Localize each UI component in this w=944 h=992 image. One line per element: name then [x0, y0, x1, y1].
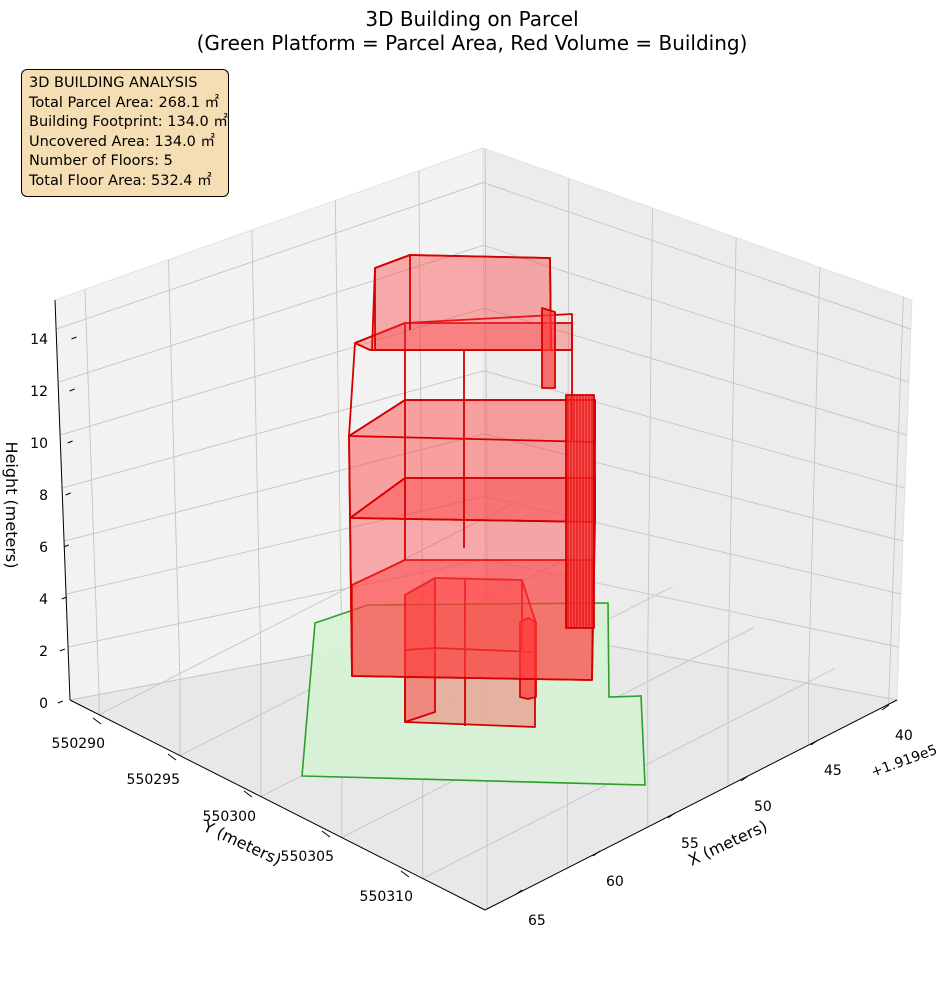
x-tick-mark: [514, 889, 523, 896]
y-floor-line: [98, 504, 512, 716]
info-box-line: Number of Floors: 5: [29, 153, 173, 170]
x-grid-line: [888, 296, 904, 699]
info-box-line: Total Parcel Area: 268.1 ㎡: [29, 94, 220, 111]
z-tick-mark: [59, 648, 66, 652]
x-grid-line: [484, 148, 488, 623]
z-tick-label: 2: [39, 644, 48, 660]
building-face: [374, 254, 552, 351]
x-tick-label: 50: [754, 799, 772, 815]
x-tick-label: 60: [606, 874, 624, 890]
y-grid-line: [84, 289, 100, 695]
z-grid-line: [63, 433, 904, 542]
x-grid-line: [647, 208, 653, 653]
parcel-platform: [301, 602, 646, 786]
z-tick-label: 0: [39, 696, 48, 712]
x-tick-mark: [592, 850, 601, 857]
building-edge: [348, 435, 353, 677]
building-volume: [348, 254, 596, 728]
z-tick-label: 14: [30, 332, 48, 348]
y-grid-line: [251, 230, 262, 665]
z-tick-mark: [67, 440, 73, 444]
y-grid-line: [418, 170, 424, 634]
building-edge: [404, 647, 536, 653]
y-tick-labels: 550290 550295 550300 550305 550310: [52, 717, 413, 905]
x-tick-mark: [881, 704, 890, 711]
z-tick-label: 8: [39, 488, 48, 504]
y-tick-label: 550300: [203, 809, 256, 825]
info-box-line: Building Footprint: 134.0 ㎡: [29, 114, 228, 131]
x-tick-label: 65: [528, 913, 546, 929]
z-tick-mark: [61, 596, 67, 600]
y-axis-line: [69, 699, 486, 911]
building-edge: [348, 399, 596, 443]
z-tick-label: 10: [30, 436, 48, 452]
building-face: [404, 577, 436, 723]
chart-subtitle: (Green Platform = Parcel Area, Red Volum…: [197, 31, 748, 55]
y-tick-mark: [243, 790, 253, 798]
z-grid-line: [57, 244, 910, 383]
z-tick-label: 12: [30, 384, 48, 400]
y-tick-label: 550305: [281, 849, 334, 865]
info-box: 3D BUILDING ANALYSIS Total Parcel Area: …: [21, 69, 229, 197]
x-grid-line: [807, 267, 821, 684]
x-tick-mark: [810, 739, 819, 746]
info-box-title: 3D BUILDING ANALYSIS: [29, 75, 198, 91]
x-grid-line: [727, 237, 737, 669]
axis-lines: [54, 299, 898, 911]
building-edge: [348, 342, 356, 437]
z-grid-line: [65, 495, 902, 595]
z-axis-line: [54, 299, 71, 701]
z-tick-mark: [63, 544, 69, 548]
y-tick-label: 550290: [52, 736, 105, 752]
x-tick-mark: [740, 775, 749, 782]
y-tick-mark: [167, 753, 177, 761]
x-tick-mark: [667, 812, 676, 819]
y-tick-label: 550295: [127, 772, 180, 788]
z-tick-mark: [71, 336, 77, 340]
building-edge: [349, 477, 596, 523]
info-box-line: Total Floor Area: 532.4 ㎡: [29, 172, 212, 189]
z-grid-line: [61, 370, 906, 489]
y-tick-mark: [92, 717, 102, 725]
z-tick-mark: [65, 492, 71, 496]
building-edge: [354, 313, 573, 440]
x-offset-label: +1.919e5: [869, 742, 940, 781]
x-tick-label: 55: [681, 836, 699, 852]
chart-title: 3D Building on Parcel: [365, 7, 578, 31]
y-tick-mark: [400, 870, 410, 878]
z-tick-mark: [69, 388, 75, 392]
z-tick-label: 6: [39, 540, 48, 556]
x-axis-line: [484, 699, 898, 911]
x-tick-label: 40: [895, 728, 913, 744]
z-axis-label: Height (meters): [2, 442, 21, 569]
z-tick-mark: [57, 700, 64, 704]
z-tick-labels: 0 2 4 6 8 10 12 14: [30, 332, 77, 712]
info-box-line: Uncovered Area: 134.0 ㎡: [29, 133, 216, 150]
building-face: [348, 399, 596, 523]
building-edge: [371, 267, 376, 351]
y-grid-line: [334, 200, 343, 649]
x-tick-label: 45: [824, 763, 842, 779]
y-tick-label: 550310: [360, 889, 413, 905]
y-grid-line: [167, 259, 181, 680]
x-tick-labels: 40 45 50 55 60 65: [514, 704, 913, 929]
building-face: [541, 307, 556, 389]
z-tick-label: 4: [39, 592, 48, 608]
y-tick-mark: [321, 830, 331, 838]
building-edge: [374, 254, 552, 351]
z-grid-line: [55, 182, 912, 330]
z-grid-line: [59, 307, 908, 436]
